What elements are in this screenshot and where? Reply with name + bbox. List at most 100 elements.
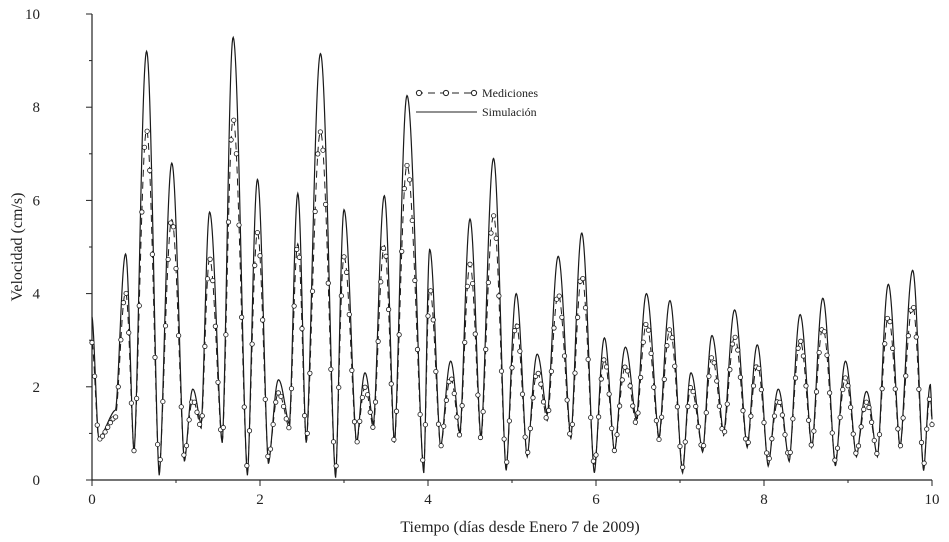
data-point-mediciones [378,279,384,285]
data-point-mediciones [388,381,394,387]
data-point-mediciones [152,354,158,360]
data-point-mediciones [485,279,491,286]
data-point-mediciones [795,345,801,351]
data-point-mediciones [645,327,652,333]
data-point-mediciones [656,436,662,443]
data-point-mediciones [328,366,334,372]
data-point-mediciones [283,416,289,422]
data-point-mediciones [635,410,641,416]
data-point-mediciones [249,341,255,347]
data-point-mediciones [346,311,352,318]
data-point-mediciones [254,230,260,236]
data-point-mediciones [559,314,565,320]
data-point-mediciones [921,460,927,466]
legend: Mediciones Simulación [415,86,538,119]
data-point-mediciones [722,429,728,435]
data-point-mediciones [157,457,163,463]
data-point-mediciones [648,350,654,357]
data-point-mediciones [519,391,526,397]
data-point-mediciones [617,403,623,409]
data-point-mediciones [588,414,594,421]
data-point-mediciones [176,332,182,339]
data-point-mediciones [244,463,250,469]
data-point-mediciones [737,374,743,380]
data-point-mediciones [918,439,925,446]
data-point-mediciones [575,314,581,320]
data-point-mediciones [99,433,106,439]
data-point-mediciones [265,453,271,459]
data-point-mediciones [210,278,216,284]
x-axis-title: Tiempo (días desde Enero 7 de 2009) [400,519,639,536]
data-point-mediciones [905,333,911,339]
data-point-mediciones [488,230,494,236]
data-point-mediciones [525,449,531,455]
data-point-mediciones [732,334,738,340]
data-point-mediciones [546,407,552,413]
data-point-mediciones [367,409,373,415]
data-point-mediciones [470,280,476,287]
data-point-mediciones [596,414,602,420]
data-point-mediciones [299,326,305,332]
data-point-mediciones [561,353,568,359]
data-point-mediciones [435,421,442,427]
data-point-mediciones [401,186,407,192]
data-point-mediciones [281,403,287,410]
data-point-mediciones [428,288,434,294]
data-point-mediciones [467,261,473,267]
data-point-mediciones [170,224,176,230]
data-point-mediciones [548,368,554,374]
x-tick-label: 8 [760,492,768,508]
data-point-mediciones [890,345,896,351]
data-point-mediciones [141,144,148,150]
data-point-mediciones [134,395,140,402]
data-point-mediciones [304,430,310,436]
data-point-mediciones [365,392,371,398]
data-point-mediciones [764,450,770,456]
data-point-mediciones [630,403,636,409]
data-point-mediciones [126,330,132,336]
data-point-mediciones [131,448,137,454]
data-point-mediciones [333,463,339,469]
data-point-mediciones [430,317,436,323]
data-point-mediciones [336,384,342,391]
data-point-mediciones [540,399,547,405]
data-point-mediciones [239,314,245,320]
data-point-mediciones [627,383,633,389]
data-point-mediciones [113,414,119,420]
data-point-mediciones [850,431,856,437]
data-point-mediciones [202,343,208,349]
data-point-mediciones [779,412,785,418]
data-point-mediciones [425,313,431,319]
data-point-mediciones [493,235,499,241]
data-point-mediciones [351,419,358,425]
data-point-mediciones [449,376,455,382]
data-point-mediciones [834,445,841,451]
data-point-mediciones [750,383,757,389]
data-point-mediciones [307,370,313,376]
data-point-mediciones [538,381,544,387]
data-point-mediciones [564,397,570,403]
data-point-mediciones [412,277,418,284]
data-point-mediciones [761,420,767,426]
data-point-mediciones [456,432,463,438]
data-point-mediciones [288,385,295,392]
data-point-mediciones [556,293,562,299]
data-point-mediciones [674,404,680,410]
data-point-mediciones [407,177,413,183]
legend-label-simulacion: Simulación [482,105,537,119]
data-point-mediciones [315,151,321,157]
data-point-mediciones [664,343,670,349]
data-point-mediciones [451,390,457,397]
data-point-mediciones [708,355,715,361]
x-tick-label: 10 [925,492,940,508]
data-point-mediciones [611,447,617,454]
data-point-mediciones [640,339,646,345]
data-point-mediciones [155,441,161,448]
data-point-mediciones [729,341,736,347]
data-point-mediciones [900,415,906,421]
data-point-mediciones [924,426,930,432]
data-point-mediciones [357,418,363,424]
data-point-mediciones [769,436,775,442]
data-point-mediciones [396,332,402,338]
